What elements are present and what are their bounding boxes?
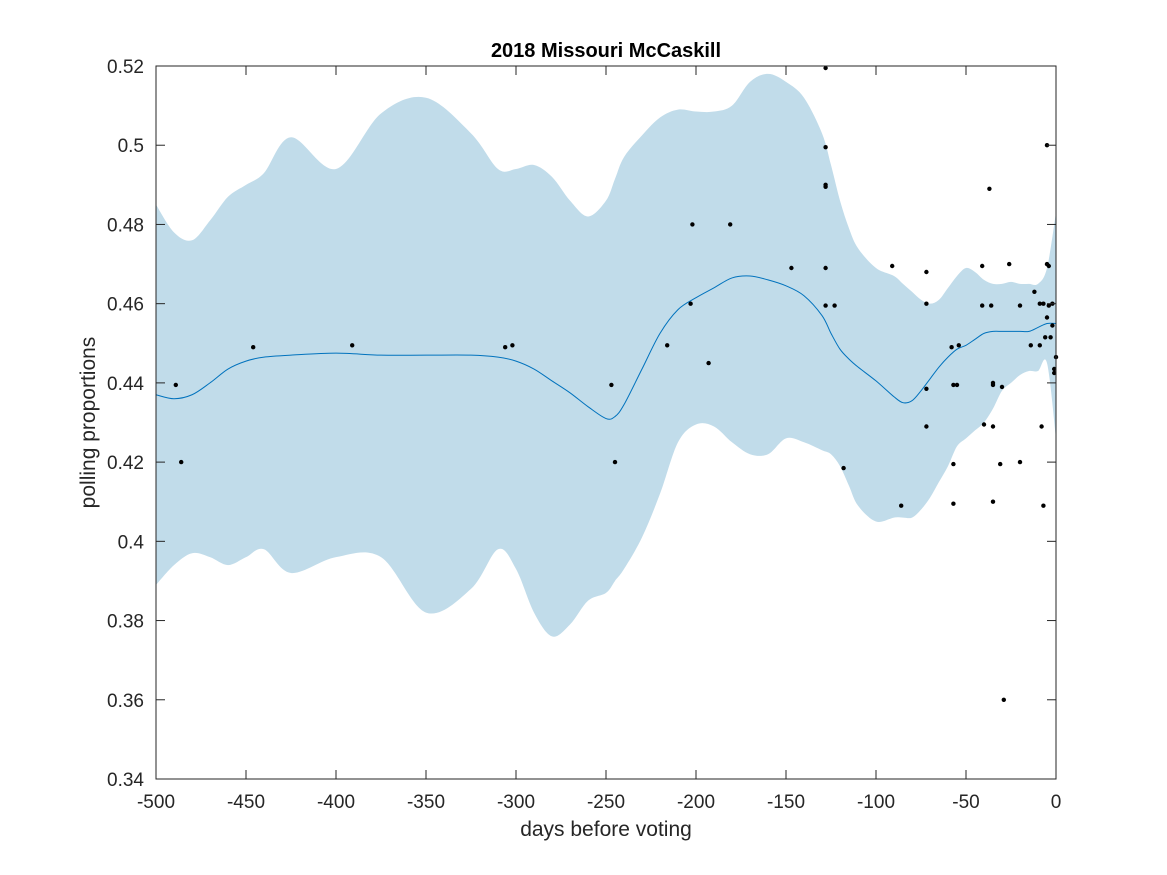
- poll-point: [949, 345, 954, 350]
- poll-point: [1052, 370, 1057, 376]
- axis-ticks: -500 -450 -400 -350 -300 -250 -200 -150 -100 -50 0…: [107, 57, 1061, 813]
- poll-point: [990, 382, 996, 388]
- mean-trend-line: [155, 275, 1057, 420]
- poll-point: [1039, 424, 1044, 429]
- y-tick-label: 0.42: [107, 453, 144, 474]
- poll-point: [1017, 303, 1023, 308]
- chart-title: 2018 Missouri McCaskill: [491, 40, 721, 62]
- x-tick-label: -200: [677, 792, 715, 813]
- poll-point: [951, 461, 956, 467]
- poll-point: [956, 343, 961, 348]
- poll-point: [924, 386, 929, 391]
- poll-point: [980, 263, 985, 269]
- x-tick-label: -250: [587, 792, 625, 813]
- poll-point: [1007, 261, 1012, 267]
- poll-point: [1001, 697, 1006, 702]
- poll-point: [510, 343, 515, 348]
- x-axis-label: days before voting: [520, 818, 692, 841]
- poll-point: [1046, 303, 1052, 308]
- poll-point: [612, 459, 618, 465]
- y-tick-label: 0.46: [107, 295, 144, 316]
- poll-point: [999, 384, 1005, 390]
- poll-point: [998, 461, 1003, 467]
- poll-point: [1052, 366, 1057, 372]
- poll-point: [1041, 301, 1046, 306]
- poll-point: [899, 503, 904, 508]
- poll-point: [924, 269, 929, 275]
- y-tick-label: 0.4: [118, 532, 145, 553]
- poll-point: [989, 303, 994, 308]
- y-tick-label: 0.36: [107, 691, 144, 712]
- y-tick-label: 0.34: [107, 770, 144, 791]
- poll-point: [980, 303, 985, 308]
- x-tick-label: -450: [227, 792, 265, 813]
- poll-point: [789, 265, 794, 271]
- poll-point: [1017, 459, 1023, 465]
- y-axis-label: polling proportions: [77, 337, 100, 509]
- poll-point: [503, 345, 508, 350]
- x-tick-label: 0: [1051, 792, 1062, 813]
- x-tick-label: -100: [857, 792, 895, 813]
- poll-point: [728, 222, 733, 227]
- x-tick-label: -350: [407, 792, 445, 813]
- poll-point: [823, 65, 828, 71]
- y-tick-label: 0.48: [107, 215, 144, 236]
- poll-point: [251, 345, 256, 350]
- poll-point: [890, 263, 895, 269]
- poll-point: [1044, 315, 1050, 320]
- poll-point: [690, 222, 695, 227]
- poll-point: [924, 424, 929, 429]
- poll-point: [665, 343, 670, 348]
- x-tick-label: -50: [952, 792, 979, 813]
- poll-point: [1037, 301, 1043, 306]
- y-tick-label: 0.52: [107, 57, 144, 78]
- poll-point: [179, 459, 184, 465]
- x-tick-label: -500: [137, 792, 175, 813]
- x-tick-label: -150: [767, 792, 805, 813]
- poll-point: [951, 501, 956, 506]
- poll-point: [1041, 503, 1046, 508]
- poll-point: [1028, 343, 1034, 348]
- y-tick-label: 0.38: [107, 612, 144, 633]
- poll-point: [1046, 263, 1052, 269]
- poll-point: [688, 301, 693, 306]
- poll-points: [173, 65, 1059, 702]
- poll-point: [1037, 343, 1043, 348]
- confidence-band: [156, 73, 1056, 637]
- poll-point: [924, 301, 929, 306]
- plot-area: [155, 73, 1057, 637]
- poll-point: [706, 360, 711, 366]
- poll-point: [823, 303, 828, 308]
- poll-point: [832, 303, 837, 308]
- poll-point: [990, 424, 996, 429]
- poll-point: [823, 145, 828, 150]
- poll-point: [951, 382, 956, 388]
- poll-point: [981, 422, 987, 427]
- poll-point: [1043, 335, 1048, 340]
- x-tick-label: -300: [497, 792, 535, 813]
- poll-point: [1048, 335, 1053, 340]
- x-tick-label: -400: [317, 792, 355, 813]
- poll-point: [1032, 289, 1037, 294]
- y-tick-label: 0.44: [107, 374, 144, 395]
- poll-point: [987, 186, 992, 191]
- poll-point: [350, 343, 355, 348]
- poll-point: [1050, 323, 1055, 328]
- poll-point: [823, 184, 828, 189]
- poll-point: [173, 382, 178, 388]
- poll-point: [954, 382, 960, 388]
- y-tick-label: 0.5: [118, 136, 144, 157]
- poll-point: [823, 265, 828, 271]
- poll-point: [609, 382, 614, 388]
- poll-point: [990, 499, 996, 504]
- poll-point: [841, 465, 846, 471]
